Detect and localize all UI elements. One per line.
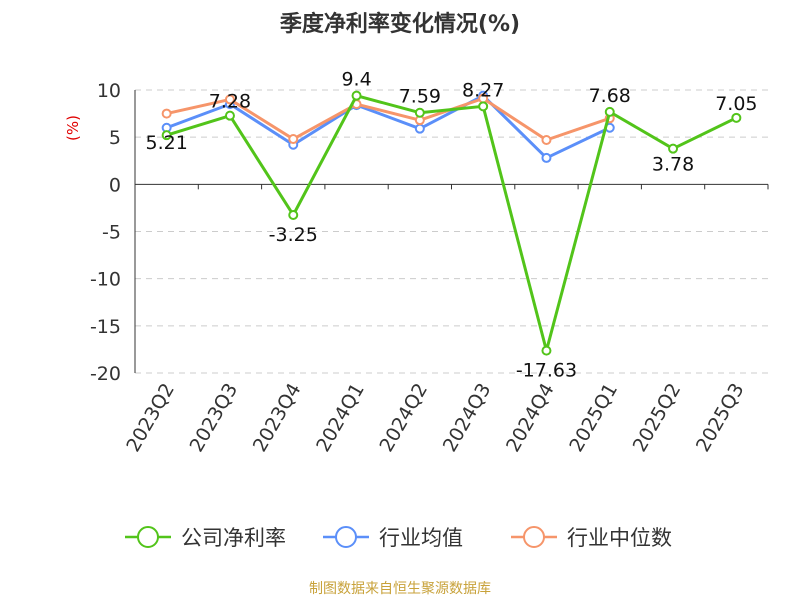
x-tick-label: 2023Q3 — [186, 380, 243, 456]
data-point — [541, 152, 552, 163]
x-tick-label: 2024Q3 — [439, 380, 496, 456]
legend-label: 行业均值 — [379, 526, 463, 550]
chart-title: 季度净利率变化情况(%) — [279, 12, 521, 37]
data-point — [414, 107, 425, 118]
y-tick-label: 5 — [109, 127, 121, 149]
data-point — [541, 134, 552, 145]
y-tick-label: -10 — [90, 269, 121, 291]
data-label: 3.78 — [652, 154, 694, 176]
data-point — [541, 345, 552, 356]
data-label: -3.25 — [269, 224, 318, 246]
data-point — [414, 123, 425, 134]
legend-label: 行业中位数 — [567, 526, 672, 550]
series-line — [166, 96, 611, 142]
series-line — [166, 94, 611, 160]
x-tick-label: 2024Q1 — [312, 380, 369, 456]
data-label: 5.21 — [145, 132, 187, 154]
data-label: -17.63 — [516, 360, 577, 382]
x-tick-label: 2025Q1 — [565, 380, 622, 456]
x-tick-label: 2024Q2 — [375, 380, 432, 456]
data-point — [478, 101, 489, 112]
data-label: 7.59 — [399, 86, 441, 108]
y-tick-label: -15 — [90, 316, 121, 338]
x-tick-label: 2023Q2 — [122, 380, 179, 456]
data-point — [668, 143, 679, 154]
data-point — [604, 106, 615, 117]
data-label: 7.05 — [715, 93, 757, 115]
x-tick-label: 2025Q3 — [692, 380, 749, 456]
data-point — [161, 130, 172, 141]
data-label: 8.27 — [462, 79, 504, 101]
data-point — [288, 209, 299, 220]
data-point — [288, 134, 299, 145]
data-point — [351, 90, 362, 101]
data-label: 7.68 — [589, 85, 631, 107]
x-tick-label: 2025Q2 — [629, 380, 686, 456]
data-label: 7.28 — [209, 91, 251, 113]
y-tick-label: -5 — [102, 222, 121, 244]
data-point — [224, 110, 235, 121]
y-axis-unit-label: (%) — [64, 115, 82, 141]
legend-marker — [523, 526, 545, 548]
legend-label: 公司净利率 — [181, 526, 286, 550]
data-label: 9.4 — [341, 69, 371, 91]
data-point — [731, 112, 742, 123]
y-tick-label: 0 — [109, 174, 121, 196]
data-point — [161, 108, 172, 119]
legend-marker — [335, 526, 357, 548]
y-tick-label: -20 — [90, 363, 121, 385]
legend-marker — [137, 526, 159, 548]
data-source-footer: 制图数据来自恒生聚源数据库 — [309, 581, 491, 597]
series-line — [166, 94, 738, 353]
data-point — [224, 94, 235, 105]
y-tick-label: 10 — [97, 80, 121, 102]
x-tick-label: 2023Q4 — [249, 380, 306, 456]
x-tick-label: 2024Q4 — [502, 380, 559, 456]
